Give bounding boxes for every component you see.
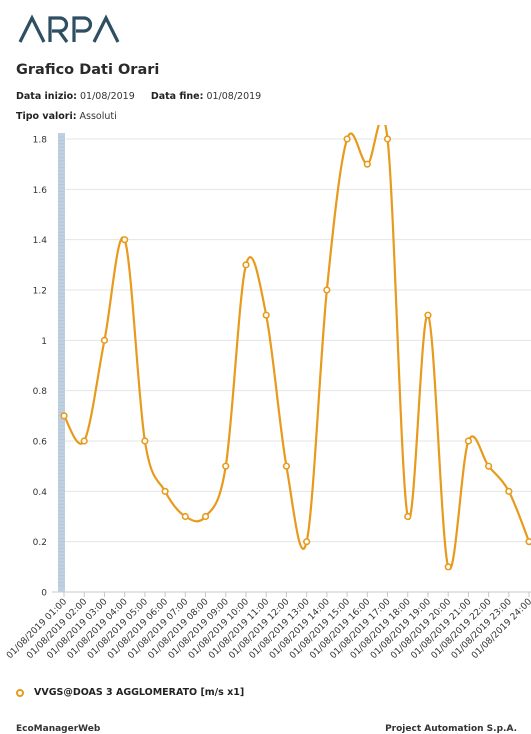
data-point — [222, 462, 230, 470]
y-axis-bar — [58, 133, 65, 592]
data-point — [242, 261, 250, 269]
value-type-value: Assoluti — [79, 111, 117, 122]
data-point — [201, 512, 210, 521]
date-range-row: Data inizio: 01/08/2019 Data fine: 01/08… — [16, 91, 261, 102]
data-point — [505, 487, 513, 495]
end-date-label: Data fine: — [150, 91, 204, 102]
y-tick-label: 0 — [41, 589, 47, 599]
series-line — [63, 125, 531, 571]
data-point — [303, 538, 311, 546]
data-point — [485, 462, 493, 470]
data-point — [161, 487, 169, 495]
data-point — [444, 563, 452, 571]
y-tick-label: 0.8 — [33, 387, 48, 397]
y-tick-label: 1.6 — [33, 186, 48, 196]
y-tick-label: 0.4 — [33, 488, 48, 498]
start-date-label: Data inizio: — [16, 91, 77, 102]
data-point — [262, 311, 270, 319]
value-type-label: Tipo valori: — [16, 111, 77, 122]
page-title: Grafico Dati Orari — [16, 62, 160, 78]
line-chart: 00.20.40.60.811.21.41.61.801/08/2019 01:… — [5, 125, 531, 661]
y-tick-label: 1.2 — [33, 287, 47, 297]
y-tick-label: 1.8 — [33, 136, 48, 146]
data-point — [282, 462, 291, 470]
data-point — [100, 336, 109, 344]
data-point — [323, 286, 331, 294]
legend-marker-icon — [16, 688, 24, 697]
legend-label: VVGS@DOAS 3 AGGLOMERATO [m/s x1] — [34, 687, 245, 698]
value-type-row: Tipo valori: Assoluti — [16, 111, 117, 122]
y-tick-label: 1 — [41, 337, 47, 347]
y-tick-label: 0.6 — [33, 438, 48, 448]
data-point — [343, 135, 351, 143]
y-tick-label: 0.2 — [33, 538, 47, 548]
chart-legend[interactable]: VVGS@DOAS 3 AGGLOMERATO [m/s x1] — [16, 687, 244, 698]
data-point — [60, 412, 68, 420]
y-tick-label: 1.4 — [33, 236, 48, 246]
data-point — [121, 236, 129, 244]
footer-company: Project Automation S.p.A. — [385, 724, 517, 734]
data-point — [525, 538, 531, 546]
data-point — [181, 512, 189, 521]
data-point — [141, 437, 149, 445]
end-date-value: 01/08/2019 — [206, 91, 262, 102]
arpa-logo — [18, 14, 120, 43]
footer-app-name: EcoManagerWeb — [16, 724, 101, 734]
data-point — [383, 135, 392, 143]
data-point — [424, 311, 432, 319]
data-point — [404, 512, 412, 521]
data-point — [464, 437, 473, 445]
data-point — [80, 437, 88, 445]
data-point — [363, 160, 371, 168]
start-date-value: 01/08/2019 — [79, 91, 135, 102]
